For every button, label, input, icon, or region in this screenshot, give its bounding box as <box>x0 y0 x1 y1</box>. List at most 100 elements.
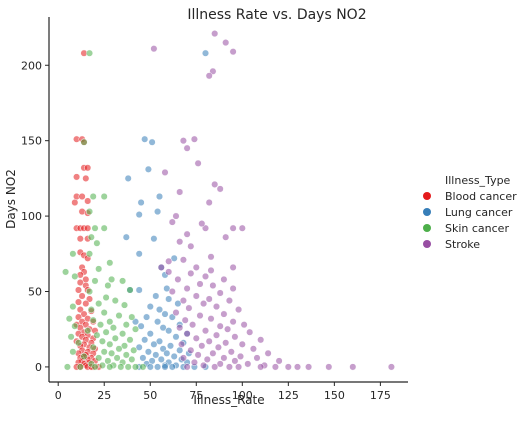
data-point <box>244 360 252 368</box>
data-point <box>93 239 101 247</box>
data-point <box>131 318 140 326</box>
data-point <box>176 238 184 246</box>
data-point <box>108 349 116 357</box>
data-point <box>85 250 94 258</box>
data-point <box>69 250 77 258</box>
axes-layer <box>48 17 408 383</box>
data-point <box>176 188 184 196</box>
data-point <box>96 321 105 329</box>
data-point <box>74 339 83 347</box>
x-axis-label: Illness_Rate <box>193 393 264 407</box>
data-point <box>203 355 211 363</box>
data-point <box>117 363 125 371</box>
y-ticks: 0 50 100 150 200 <box>21 59 49 374</box>
data-point <box>163 349 171 357</box>
data-point <box>122 351 130 359</box>
data-point <box>100 309 108 317</box>
data-point <box>165 268 173 276</box>
legend-marker <box>423 240 431 248</box>
data-point <box>148 138 156 146</box>
data-point <box>183 230 191 238</box>
data-point <box>179 354 187 362</box>
data-point <box>166 342 175 350</box>
data-point <box>165 295 173 303</box>
data-point <box>84 327 92 335</box>
data-point <box>264 349 272 357</box>
data-point <box>174 275 182 283</box>
data-point <box>211 30 219 38</box>
data-point <box>189 321 197 329</box>
data-point <box>253 354 261 362</box>
legend-items: Blood cancer Lung cancer Skin cancer Stroke <box>423 190 517 251</box>
data-point <box>231 357 239 365</box>
data-point <box>157 355 165 363</box>
y-tick-label: 50 <box>28 286 42 299</box>
data-point <box>205 295 213 303</box>
y-tick-label: 0 <box>35 361 42 374</box>
data-point <box>85 208 94 216</box>
data-point <box>190 358 198 366</box>
legend-label: Skin cancer <box>445 222 509 235</box>
data-point <box>163 284 171 293</box>
y-axis-label: Days NO2 <box>4 169 18 229</box>
data-point <box>235 306 243 314</box>
data-point <box>198 342 206 350</box>
data-point <box>111 297 119 305</box>
data-point <box>222 39 230 47</box>
data-point <box>207 253 215 261</box>
data-point <box>95 265 103 273</box>
data-point <box>63 363 71 371</box>
data-point <box>194 351 202 359</box>
data-point <box>178 340 186 348</box>
data-point <box>231 333 239 341</box>
data-point <box>240 321 248 329</box>
data-point <box>157 263 165 271</box>
data-point <box>144 165 152 173</box>
data-point <box>131 325 140 333</box>
data-point <box>106 318 114 326</box>
data-point <box>387 363 395 371</box>
data-point <box>227 348 235 356</box>
data-point <box>87 306 95 314</box>
data-point <box>174 300 182 308</box>
data-point <box>236 352 245 360</box>
data-point <box>80 138 88 146</box>
data-point <box>85 295 94 303</box>
data-point <box>139 354 147 362</box>
data-point <box>211 180 219 188</box>
data-point <box>65 315 73 323</box>
data-point <box>69 348 77 356</box>
data-point <box>246 328 254 336</box>
legend-marker <box>423 224 431 232</box>
data-point <box>152 292 160 300</box>
data-point <box>102 328 110 336</box>
data-point <box>192 334 200 342</box>
data-point <box>222 339 230 347</box>
x-tick-label: 50 <box>143 389 157 402</box>
data-point <box>146 363 154 371</box>
data-point <box>89 316 97 324</box>
data-point <box>200 300 208 308</box>
data-point <box>76 363 84 371</box>
data-point <box>85 287 94 296</box>
data-point <box>80 352 88 360</box>
data-point <box>170 352 178 360</box>
legend-marker <box>423 192 431 200</box>
data-point <box>100 348 108 356</box>
data-point <box>216 289 224 297</box>
data-point <box>84 224 92 232</box>
data-point <box>89 343 97 351</box>
data-point <box>69 303 77 311</box>
data-point <box>190 135 198 143</box>
data-point <box>161 168 169 176</box>
data-point <box>179 256 187 264</box>
data-point <box>111 334 119 342</box>
data-point <box>284 363 292 371</box>
data-point <box>201 272 210 280</box>
data-point <box>155 192 164 201</box>
data-point <box>172 333 180 341</box>
data-point <box>137 198 145 207</box>
data-point <box>124 363 132 371</box>
data-point <box>183 144 191 152</box>
